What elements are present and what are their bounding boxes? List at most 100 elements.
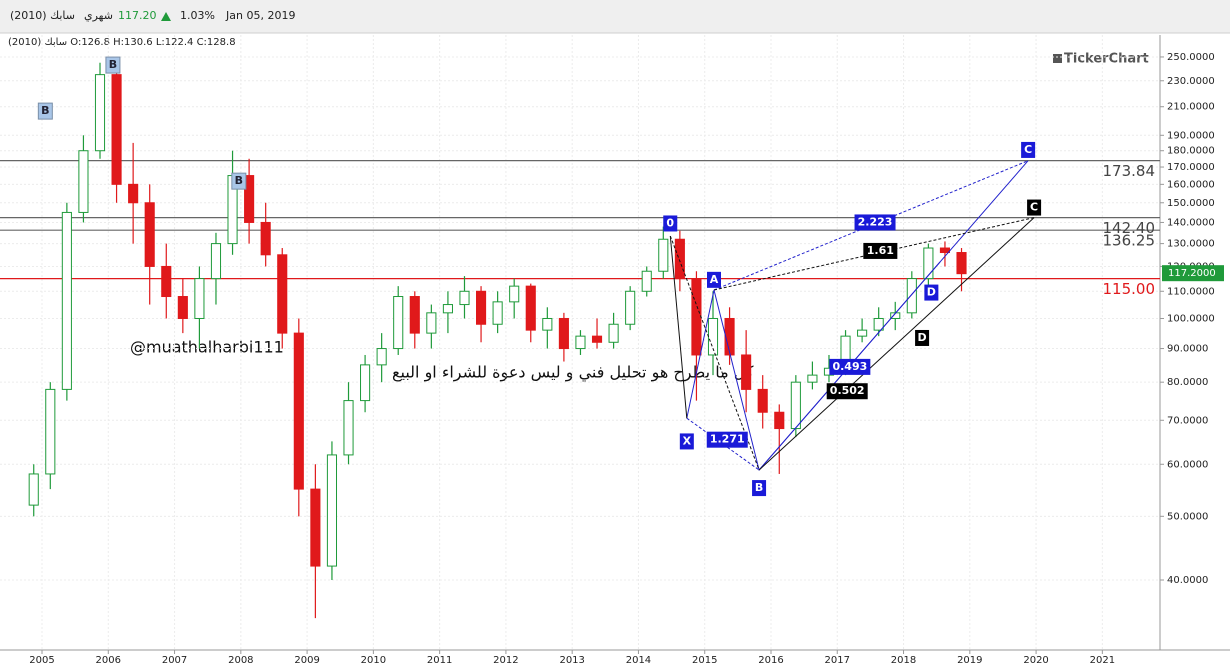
annotation-label: 1.61	[867, 244, 894, 257]
x-tick-label: 2005	[29, 655, 54, 666]
annotation-box	[854, 214, 896, 231]
pattern-line	[686, 160, 1029, 472]
candle-body	[525, 285, 536, 331]
candle-body	[45, 388, 56, 475]
candle-body	[674, 238, 685, 280]
y-tick-label: 250.0000	[1167, 52, 1215, 63]
annotation-box	[826, 383, 868, 400]
candle-body	[923, 247, 934, 280]
annotation-box	[863, 242, 898, 259]
y-tick-label: 50.0000	[1167, 511, 1208, 522]
candle-body	[790, 381, 801, 430]
annotation-label: 2.223	[858, 215, 893, 228]
annotation-label: 0.502	[830, 384, 865, 397]
candle-body	[476, 290, 487, 325]
y-tick-label: 140.0000	[1167, 217, 1215, 228]
pattern-line	[758, 217, 1035, 471]
candle-body	[724, 317, 735, 356]
x-tick-label: 2015	[692, 655, 717, 666]
candle-body	[774, 411, 785, 430]
candle-body	[658, 238, 669, 272]
annotation-label: A	[710, 273, 719, 286]
annotation-label: C	[1030, 201, 1038, 214]
x-tick-label: 2018	[891, 655, 916, 666]
candle-body	[741, 354, 752, 390]
annotation-label: B	[109, 58, 117, 71]
candle-body	[906, 278, 917, 314]
annotation-label: X	[683, 434, 692, 447]
candle-body	[509, 285, 520, 303]
last-price-box	[1162, 265, 1224, 282]
x-tick-label: 2021	[1090, 655, 1115, 666]
x-tick-label: 2009	[294, 655, 319, 666]
y-tick-label: 230.0000	[1167, 76, 1215, 87]
annotation-box	[679, 433, 694, 450]
x-tick-label: 2013	[559, 655, 584, 666]
candle-body	[459, 290, 470, 306]
candle-body	[409, 296, 420, 334]
candle-body	[376, 348, 387, 366]
x-tick-label: 2014	[626, 655, 651, 666]
level-label: 173.84	[1103, 162, 1156, 180]
candle-body	[591, 335, 603, 343]
candle-body	[28, 473, 39, 506]
brand: TickerChart	[1064, 52, 1149, 67]
annotation-box	[752, 480, 767, 497]
pattern-line	[669, 235, 688, 419]
plot-area	[0, 35, 1160, 650]
candle-body	[939, 247, 951, 254]
candle-body	[807, 374, 818, 383]
header-bar	[0, 0, 1230, 33]
candle-body	[641, 270, 652, 292]
candle-body	[857, 329, 868, 337]
x-tick-label: 2016	[758, 655, 783, 666]
candle-body	[956, 252, 967, 275]
y-tick-label: 60.0000	[1167, 459, 1208, 470]
candle-body	[111, 74, 122, 185]
date: Jan 05, 2019	[225, 9, 295, 22]
x-tick-label: 2012	[493, 655, 518, 666]
annotation-box	[829, 358, 871, 375]
candle-body	[575, 335, 586, 350]
annotation-label: B	[41, 104, 49, 117]
candle-body	[542, 317, 553, 331]
watermark-handle: @muathalharbi111	[130, 338, 284, 357]
candle-body	[78, 150, 89, 213]
candle-body	[608, 323, 619, 343]
candle-body	[343, 400, 354, 456]
level-label: 136.25	[1103, 232, 1156, 250]
change: 1.03%	[180, 9, 215, 22]
annotation-box	[706, 431, 748, 448]
candle-body	[757, 388, 768, 413]
watermark-note: كل ما يطرح هو تحليل فني و ليس دعوة للشرا…	[392, 363, 754, 383]
candle-body	[393, 296, 404, 350]
annotation-label: B	[755, 481, 763, 494]
candle-body	[210, 243, 222, 280]
candle-body	[691, 278, 702, 356]
ohlc: سابك (2010) O:126.8 H:130.6 L:122.4 C:12…	[8, 37, 236, 48]
x-tick-label: 2007	[162, 655, 187, 666]
y-tick-label: 190.0000	[1167, 130, 1215, 141]
candle-body	[94, 74, 106, 152]
candle-body	[310, 488, 321, 567]
candle-body	[293, 332, 304, 490]
annotation-label: D	[918, 331, 927, 344]
brand-icon	[1053, 54, 1062, 63]
annotation-box	[37, 102, 53, 120]
candle-body	[128, 183, 139, 204]
pattern-line	[713, 160, 1029, 291]
y-tick-label: 180.0000	[1167, 146, 1215, 157]
x-tick-label: 2006	[96, 655, 121, 666]
candle-body	[144, 202, 155, 267]
candle-body	[161, 265, 172, 298]
candle-body	[326, 454, 338, 567]
y-tick-label: 170.0000	[1167, 162, 1215, 173]
candle-body	[426, 312, 437, 334]
level-label: 115.00	[1103, 280, 1156, 298]
annotation-label: 0.493	[832, 360, 867, 373]
y-tick-label: 210.0000	[1167, 102, 1215, 113]
candle-body	[277, 254, 288, 334]
candle-body	[625, 290, 636, 325]
annotation-label: D	[927, 286, 936, 299]
